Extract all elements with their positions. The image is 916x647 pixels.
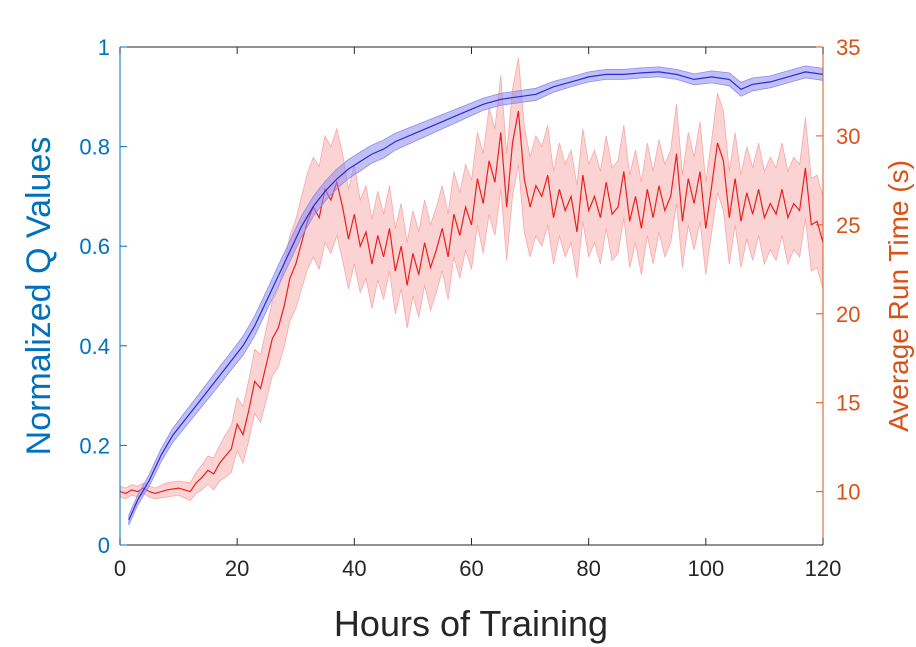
x-tick-label: 20 [225, 556, 249, 581]
left-y-tick-label: 0 [98, 533, 110, 558]
left-y-tick-label: 0.6 [79, 234, 110, 259]
left-y-tick-label: 1 [98, 35, 110, 60]
right-y-tick-label: 20 [836, 302, 860, 327]
q-values-series-line [128, 71, 824, 521]
left-y-axis-label: Normalized Q Values [20, 137, 58, 456]
right-y-axis-label: Average Run Time (s) [883, 160, 914, 432]
x-tick-label: 100 [687, 556, 724, 581]
left-y-tick-label: 0.4 [79, 334, 110, 359]
left-y-tick-label: 0.2 [79, 433, 110, 458]
x-tick-label: 120 [805, 556, 842, 581]
run-time-confidence-band [119, 57, 824, 501]
x-tick-label: 40 [342, 556, 366, 581]
right-y-tick-label: 15 [836, 391, 860, 416]
x-tick-label: 0 [114, 556, 126, 581]
right-y-tick-label: 30 [836, 124, 860, 149]
x-axis-label: Hours of Training [334, 603, 608, 644]
right-y-tick-label: 35 [836, 35, 860, 60]
right-y-tick-label: 10 [836, 480, 860, 505]
run-time-series-line [119, 110, 824, 495]
left-y-tick-label: 0.8 [79, 135, 110, 160]
x-tick-label: 60 [459, 556, 483, 581]
ticks: 0 20 40 60 80 100 120 0 0.2 0.4 0.6 0.8 1 10 15 20 25 30 3… [79, 35, 860, 581]
x-tick-label: 80 [576, 556, 600, 581]
plot-area [119, 57, 824, 526]
right-y-tick-label: 25 [836, 213, 860, 238]
